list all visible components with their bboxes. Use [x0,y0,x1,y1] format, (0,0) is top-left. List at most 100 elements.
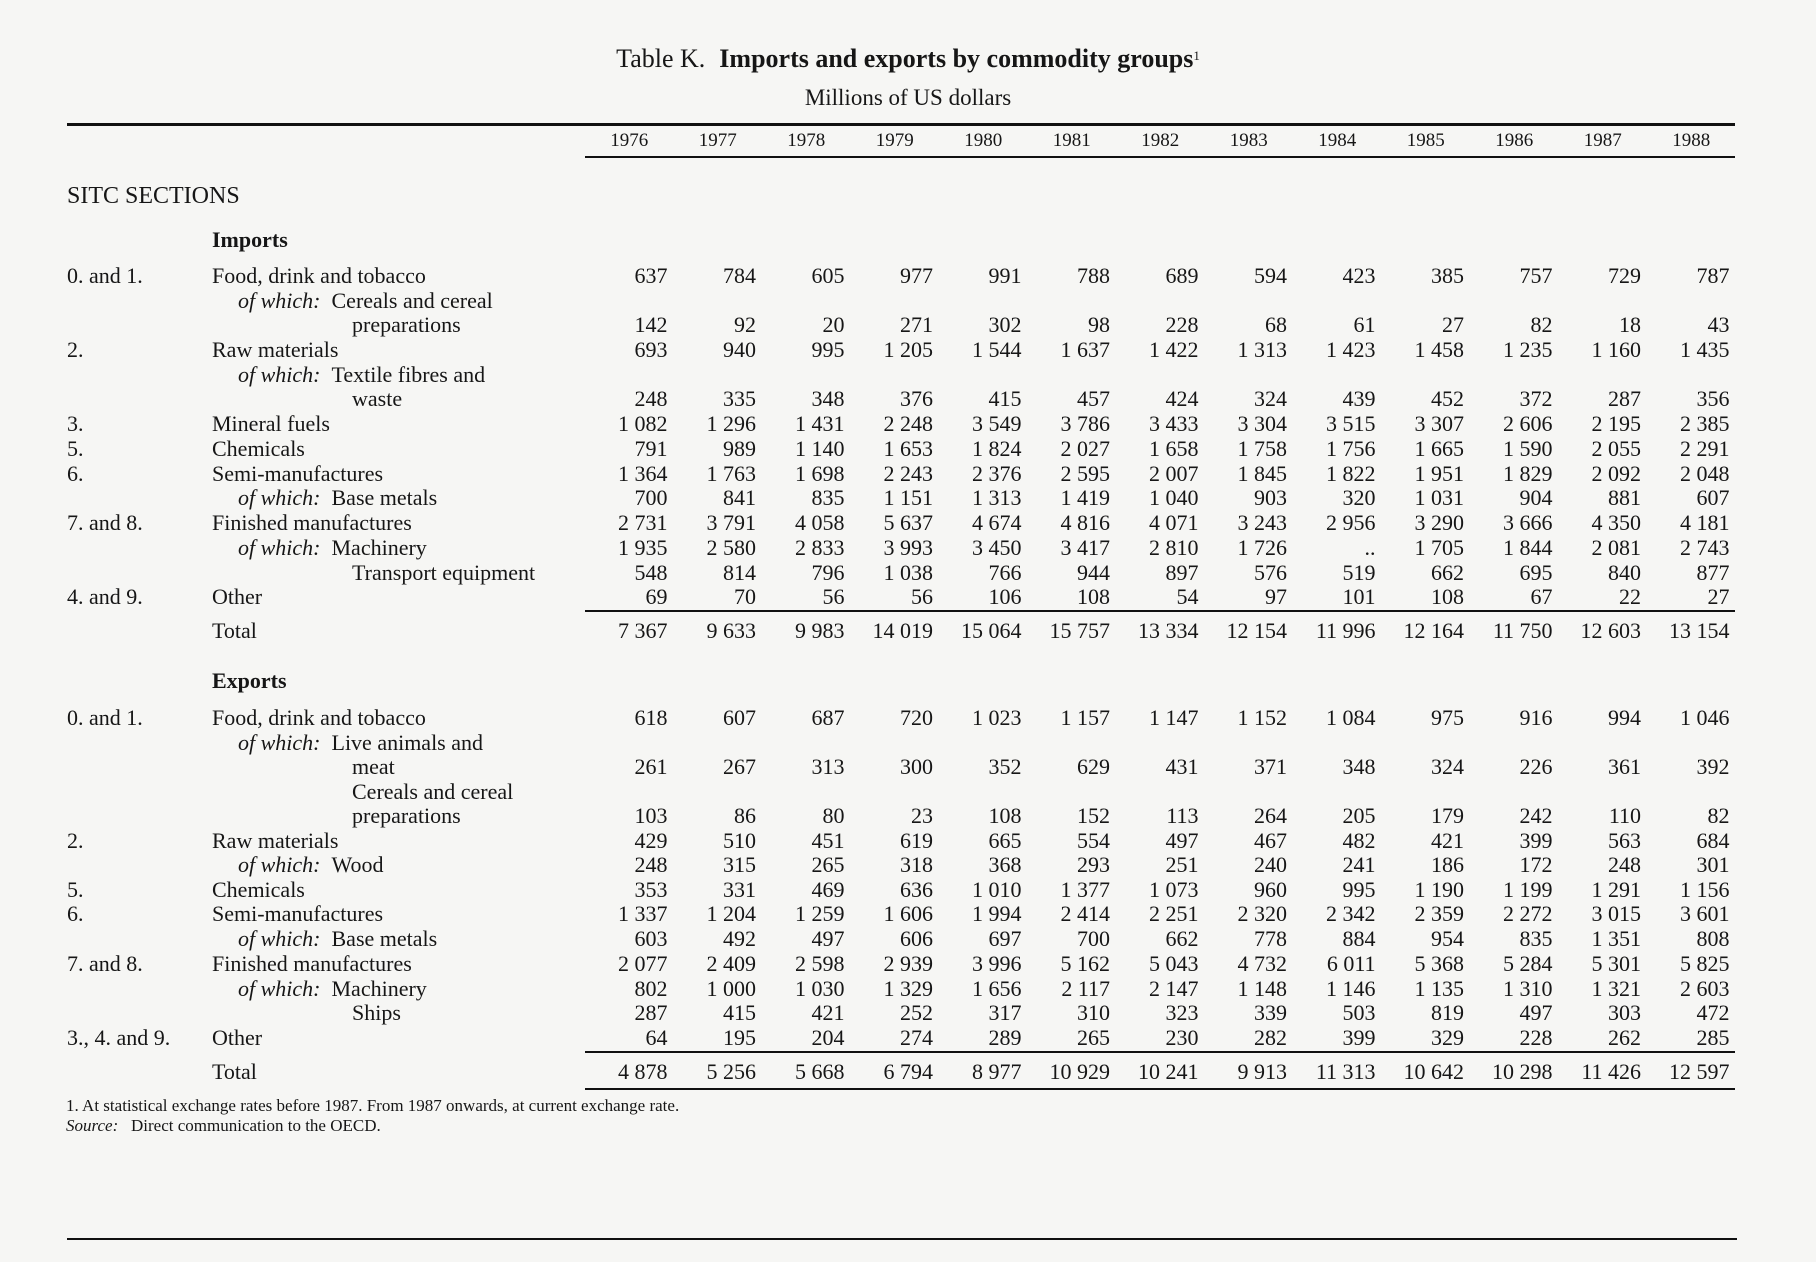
table-cell: 720 [900,705,933,730]
table-row: 4. and 9. Other 69 70 56 56 106 108 54 97 101 108 67… [0,584,1816,609]
table-cell: 106 [988,584,1022,609]
table-cell: 497 [1519,1000,1553,1025]
table-row: 5. Chemicals 353 331 469 636 1 010 1 377 1 073 96… [0,877,1816,902]
table-row: 2. Raw materials 429 510 451 619 665 554 497 467 4… [0,828,1816,853]
table-cell: 884 [1342,926,1376,951]
table-cell: 1 658 [1149,436,1199,461]
table-title-text: Imports and exports by commodity groups [719,44,1194,73]
table-cell: 472 [1696,1000,1730,1025]
table-cell: 1 235 [1503,337,1553,362]
table-cell: 9 913 [1237,1059,1288,1084]
table-cell: 897 [1165,560,1199,585]
row-label-text: Wood [320,852,384,877]
table-row: of which: Wood 248 315 265 318 368 293 251 240 24… [0,852,1816,877]
table-cell: 241 [1342,852,1376,877]
table-cell: 2 385 [1680,411,1730,436]
section-header: SITC SECTIONS [67,183,240,209]
table-cell: 995 [811,337,845,362]
sitc-code: 5. [67,436,84,461]
table-cell: 2 092 [1591,461,1642,486]
sitc-code: 6. [67,461,84,486]
table-cell: 1 763 [706,461,757,486]
table-cell: 310 [1077,1000,1110,1025]
table-cell: 1 435 [1680,337,1730,362]
table-cell: 293 [1077,852,1110,877]
of-which-prefix: of which: [238,730,321,755]
row-label-text: Live animals and [320,730,484,755]
table-cell: 399 [1519,828,1553,853]
row-label: Chemicals [212,877,305,902]
table-cell: 2 027 [1060,436,1111,461]
table-cell: 103 [634,803,668,828]
table-row: of which: Base metals 603 492 497 606 697 700 6… [0,926,1816,951]
table-cell: 2 320 [1237,901,1288,926]
table-cell: 101 [1342,584,1376,609]
table-cell: 687 [811,705,845,730]
table-cell: 15 064 [961,618,1022,643]
table-cell: 940 [723,337,756,362]
table-cell: 54 [1176,584,1199,609]
row-label-text: Machinery [320,535,427,560]
table-cell: 2 956 [1326,510,1376,535]
table-cell: 819 [1431,1000,1464,1025]
row-label: Ships [352,1000,401,1025]
table-cell: 995 [1342,877,1376,902]
table-cell: 618 [634,705,668,730]
table-cell: 392 [1696,754,1730,779]
table-cell: 64 [645,1025,668,1050]
table-cell: 324 [1254,386,1287,411]
table-cell: 2 251 [1149,901,1199,926]
table-cell: 1 321 [1591,976,1642,1001]
table-cell: 903 [1254,485,1287,510]
table-cell: 835 [811,485,845,510]
table-cell: 5 368 [1414,951,1465,976]
table-cell: .. [1364,535,1376,560]
table-row: preparations 103 86 80 23 108 152 113 264 205 179 2… [0,803,1816,828]
table-cell: 697 [988,926,1022,951]
total-rule-above [585,610,1735,612]
table-cell: 1 084 [1326,705,1376,730]
table-cell: 1 199 [1503,877,1553,902]
of-which-prefix: of which: [238,288,321,313]
table-cell: 636 [900,877,933,902]
table-cell: 802 [634,976,668,1001]
of-which-prefix: of which: [238,535,321,560]
table-cell: 2 342 [1326,901,1376,926]
table-cell: 519 [1342,560,1376,585]
row-label: Mineral fuels [212,411,330,436]
table-cell: 5 301 [1591,951,1642,976]
table-cell: 2 048 [1680,461,1730,486]
year-header: 1979 [875,130,914,151]
table-cell: 2 810 [1149,535,1199,560]
table-cell: 1 030 [795,976,845,1001]
table-cell: 20 [822,312,845,337]
table-cell: 3 290 [1414,510,1465,535]
table-cell: 331 [723,877,756,902]
table-cell: 1 656 [972,976,1022,1001]
table-cell: 1 337 [618,901,668,926]
table-cell: 877 [1696,560,1730,585]
table-cell: 3 243 [1237,510,1288,535]
table-cell: 228 [1165,312,1199,337]
table-cell: 1 845 [1237,461,1288,486]
table-cell: 70 [734,584,756,609]
year-header: 1977 [698,130,737,151]
table-cell: 2 195 [1591,411,1642,436]
table-cell: 1 296 [706,411,757,436]
table-cell: 142 [634,312,668,337]
table-cell: 289 [988,1025,1022,1050]
table-cell: 12 154 [1226,618,1288,643]
table-cell: 68 [1265,312,1287,337]
table-cell: 22 [1619,584,1641,609]
table-cell: 372 [1519,386,1553,411]
table-cell: 1 726 [1237,535,1288,560]
table-cell: 1 023 [972,705,1022,730]
table-cell: 2 743 [1680,535,1730,560]
table-row: of which: Cereals and cereal [0,288,1816,313]
table-cell: 3 786 [1060,411,1111,436]
table-cell: 285 [1696,1025,1730,1050]
table-cell: 261 [634,754,668,779]
table-cell: 179 [1431,803,1464,828]
sitc-code: 6. [67,901,84,926]
table-cell: 242 [1519,803,1553,828]
